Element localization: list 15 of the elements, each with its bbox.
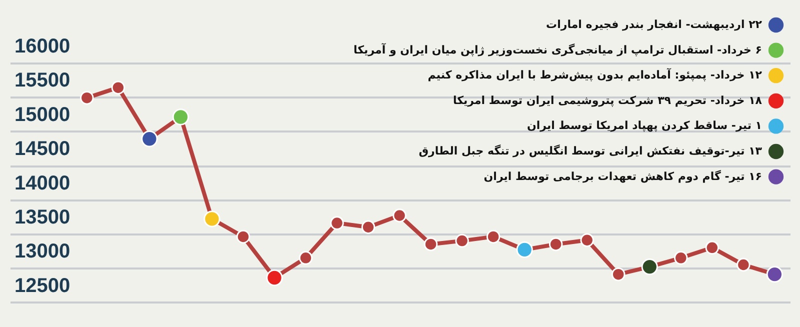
y-tick-label: 13500 [14,206,70,228]
legend-label: ۱۲ خرداد- پمپئو: آماده‌ایم بدون پیش‌شرط با ایران مذاکره کنیم [428,68,762,82]
y-tick-label: 15500 [14,70,70,92]
legend-label: ۶ خرداد- استقبال ترامپ از میانجی‌گری نخست‌وزیر ژاپن میان ایران و آمریکا [354,42,762,56]
legend-label: ۱۳ تیر-توقیف نفتکش ایرانی توسط انگلیس در تنگه جبل الطارق [418,144,762,158]
y-tick-label: 12500 [14,274,70,297]
legend-label: ۲۲ اردیبهشت- انفجار بندر فجیره امارات [546,18,762,31]
legend-label: ۱۸ خرداد- تحریم ۳۹ شرکت پتروشیمی ایران توسط امریکا [453,94,762,107]
y-tick-label: 14500 [14,138,70,160]
legend-label: ۱۶ تیر- گام دوم کاهش تعهدات برجامی توسط ایران [484,170,762,183]
y-tick-label: 16000 [14,35,70,58]
legend-label: ۱ تیر- ساقط کردن پهپاد امریکا توسط ایران [526,119,762,132]
y-tick-label: 13000 [14,240,70,263]
y-tick-label: 14000 [14,172,70,194]
y-tick-label: 15000 [14,104,70,126]
